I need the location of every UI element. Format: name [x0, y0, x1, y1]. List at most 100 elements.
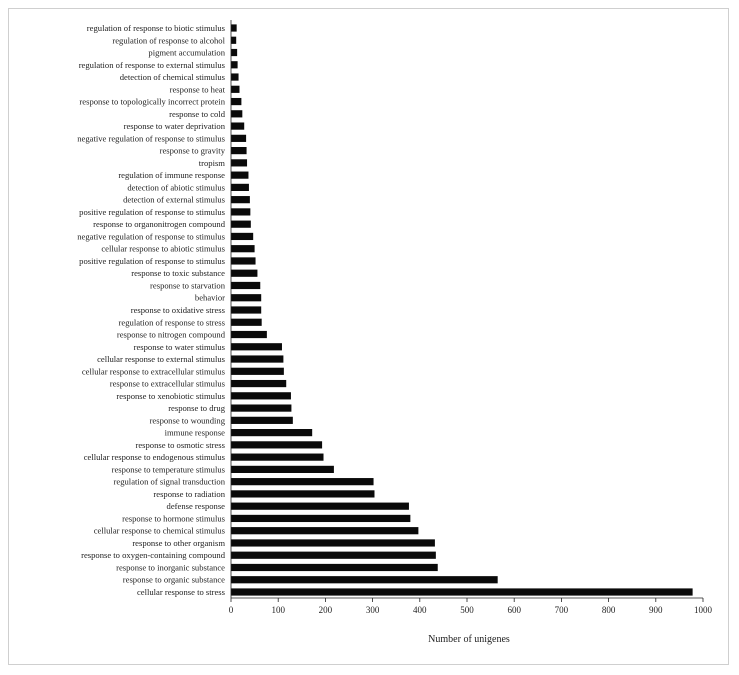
- bar: [231, 220, 251, 228]
- bar: [231, 122, 245, 130]
- category-label: response to topologically incorrect prot…: [79, 97, 225, 107]
- bar: [231, 318, 262, 326]
- bar: [231, 416, 293, 424]
- category-label: cellular response to extracellular stimu…: [82, 366, 226, 376]
- category-label: defense response: [167, 501, 226, 511]
- bar: [231, 196, 250, 204]
- x-tick-label: 200: [319, 605, 333, 615]
- category-label: response to organic substance: [123, 575, 225, 585]
- x-tick-label: 700: [555, 605, 569, 615]
- category-label: response to nitrogen compound: [117, 330, 226, 340]
- category-label: response to extracellular stimulus: [110, 379, 226, 389]
- category-label: detection of abiotic stimulus: [127, 182, 225, 192]
- x-tick-label: 100: [271, 605, 285, 615]
- bar: [231, 36, 237, 44]
- x-axis-title: Number of unigenes: [428, 634, 510, 645]
- bar: [231, 281, 261, 290]
- bar: [231, 147, 247, 155]
- category-label: cellular response to stress: [137, 587, 226, 597]
- category-label: cellular response to abiotic stimulus: [101, 244, 225, 254]
- bar: [231, 392, 291, 400]
- x-ticks-group: 0 100 200 300 400 500 600 700 800 900 1000: [229, 598, 713, 615]
- category-label: pigment accumulation: [148, 48, 225, 58]
- bar: [231, 453, 324, 461]
- x-tick-label: 500: [460, 605, 474, 615]
- bar: [231, 343, 282, 351]
- x-tick-label: 600: [507, 605, 521, 615]
- bar: [231, 97, 242, 106]
- bar: [231, 527, 419, 535]
- bar: [231, 429, 313, 437]
- category-label: response to temperature stimulus: [112, 464, 226, 474]
- category-label: response to osmotic stress: [135, 440, 225, 450]
- category-label: response to heat: [170, 84, 226, 94]
- category-label: negative regulation of response to stimu…: [77, 231, 225, 241]
- bar: [231, 465, 334, 473]
- bar: [231, 490, 375, 498]
- category-label: response to drug: [168, 403, 226, 413]
- bar: [231, 183, 249, 191]
- bars-group: [231, 24, 693, 596]
- category-label: cellular response to external stimulus: [97, 354, 226, 364]
- x-tick-label: 400: [413, 605, 427, 615]
- category-label: response to radiation: [153, 489, 225, 499]
- bar: [231, 539, 435, 547]
- category-label: regulation of response to stress: [119, 317, 226, 327]
- bar: [231, 85, 240, 93]
- category-label: response to water deprivation: [124, 121, 226, 131]
- bar: [231, 171, 249, 179]
- bar: [231, 208, 251, 216]
- x-tick-label: 900: [649, 605, 663, 615]
- category-label: response to hormone stimulus: [122, 513, 226, 523]
- bar: [231, 563, 438, 572]
- bar: [231, 330, 267, 339]
- category-label: positive regulation of response to stimu…: [79, 256, 225, 266]
- bar: [231, 551, 436, 559]
- category-label: cellular response to chemical stimulus: [94, 526, 226, 536]
- category-label: regulation of response to alcohol: [112, 35, 225, 45]
- category-label: positive regulation of response to stimu…: [79, 207, 225, 217]
- category-label: response to toxic substance: [131, 268, 225, 278]
- x-tick-label: 800: [602, 605, 616, 615]
- category-label: response to oxidative stress: [131, 305, 226, 315]
- bar: [231, 355, 284, 363]
- category-label: response to organonitrogen compound: [93, 219, 226, 229]
- category-label: response to gravity: [160, 146, 226, 156]
- category-label: response to wounding: [150, 415, 226, 425]
- category-label: detection of chemical stimulus: [120, 72, 226, 82]
- bar: [231, 159, 248, 167]
- category-label: detection of external stimulus: [123, 195, 226, 205]
- bar: [231, 232, 254, 241]
- bar: [231, 441, 323, 449]
- category-label: regulation of response to external stimu…: [79, 60, 226, 70]
- bar: [231, 61, 238, 69]
- category-label: response to water stimulus: [134, 342, 226, 352]
- category-labels-group: regulation of response to biotic stimulu…: [77, 23, 225, 597]
- category-label: response to xenobiotic stimulus: [116, 391, 225, 401]
- category-label: immune response: [165, 428, 226, 438]
- bar: [231, 110, 243, 118]
- category-label: response to starvation: [150, 280, 226, 290]
- bar: [231, 306, 262, 314]
- bar: [231, 24, 237, 32]
- category-label: response to inorganic substance: [116, 562, 225, 572]
- bar: [231, 134, 247, 142]
- bar: [231, 379, 287, 388]
- bar: [231, 294, 262, 302]
- bar: [231, 588, 693, 596]
- category-label: response to other organism: [132, 538, 225, 548]
- category-label: response to cold: [169, 109, 226, 119]
- category-label: regulation of response to biotic stimulu…: [87, 23, 226, 33]
- bar: [231, 502, 409, 510]
- bar: [231, 576, 498, 584]
- category-label: cellular response to endogenous stimulus: [84, 452, 226, 462]
- bar: [231, 269, 258, 277]
- category-label: tropism: [199, 158, 226, 168]
- bar: [231, 245, 255, 253]
- category-label: regulation of immune response: [118, 170, 225, 180]
- bar: [231, 257, 256, 265]
- bar: [231, 48, 238, 57]
- bar: [231, 478, 374, 486]
- bar: [231, 73, 239, 81]
